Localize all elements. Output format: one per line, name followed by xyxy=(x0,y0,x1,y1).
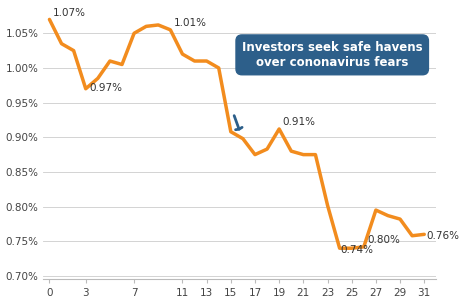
Text: 0.74%: 0.74% xyxy=(341,245,374,255)
Text: Investors seek safe havens
over cononavirus fears: Investors seek safe havens over cononavi… xyxy=(242,41,423,69)
Text: 1.01%: 1.01% xyxy=(174,18,207,28)
Text: 0.76%: 0.76% xyxy=(427,231,459,241)
Text: 0.91%: 0.91% xyxy=(283,117,316,127)
Text: 1.07%: 1.07% xyxy=(53,8,86,18)
Text: 0.80%: 0.80% xyxy=(367,235,400,245)
Text: 0.97%: 0.97% xyxy=(89,83,123,93)
